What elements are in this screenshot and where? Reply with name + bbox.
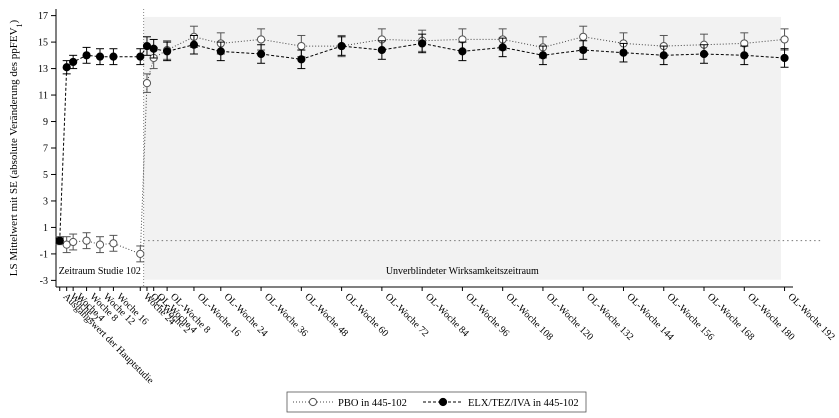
y-tick-label-7: 11 xyxy=(38,91,48,102)
point-1-14 xyxy=(337,41,346,51)
point-1-2 xyxy=(69,57,78,67)
point-1-0 xyxy=(55,236,64,245)
y-tick-label-3: 3 xyxy=(43,196,48,207)
point-1-13 xyxy=(297,55,306,64)
point-1-19 xyxy=(538,51,548,60)
point-0-2 xyxy=(69,237,78,247)
point-0-25 xyxy=(780,35,789,44)
point-0-4 xyxy=(95,240,105,249)
region-label-open-label: Unverblindeter Wirksamkeitszeitraum xyxy=(386,266,539,277)
point-0-6 xyxy=(136,249,145,259)
y-axis-title-sub: 1 xyxy=(15,23,24,27)
point-1-15 xyxy=(377,45,386,55)
point-1-24 xyxy=(740,51,749,60)
point-0-12 xyxy=(256,35,266,44)
legend-label-elx: ELX/TEZ/IVA in 445-102 xyxy=(468,398,579,409)
point-1-4 xyxy=(95,52,105,61)
legend-marker-pbo xyxy=(308,397,318,407)
legend-box xyxy=(286,391,587,413)
point-1-25 xyxy=(780,53,789,63)
y-tick-label-9: 15 xyxy=(38,38,48,49)
point-0-7 xyxy=(142,79,152,88)
point-1-8 xyxy=(149,44,158,53)
y-tick-label-0: -3 xyxy=(40,276,48,287)
point-0-20 xyxy=(579,32,588,41)
point-1-21 xyxy=(619,48,628,57)
point-1-3 xyxy=(82,51,91,60)
y-tick-label-4: 5 xyxy=(43,170,48,181)
point-1-6 xyxy=(136,52,145,61)
y-tick-label-2: 1 xyxy=(43,223,48,234)
point-1-22 xyxy=(659,51,668,60)
point-1-12 xyxy=(256,49,266,59)
point-1-23 xyxy=(699,49,709,59)
y-tick-label-8: 13 xyxy=(38,64,48,75)
y-axis-title: LS Mittelwert mit SE (absolute Veränderu… xyxy=(8,19,24,276)
series-1 xyxy=(55,33,789,245)
point-1-9 xyxy=(163,47,172,56)
y-axis-title-main: LS Mittelwert mit SE (absolute Veränderu… xyxy=(8,27,20,276)
point-0-3 xyxy=(82,236,91,245)
legend: PBO in 445-102 ELX/TEZ/IVA in 445-102 xyxy=(286,391,587,413)
y-tick-label-10: 17 xyxy=(38,11,48,22)
point-1-7 xyxy=(142,41,152,51)
point-1-11 xyxy=(216,47,225,56)
y-axis-title-end: ) xyxy=(8,19,20,23)
point-1-5 xyxy=(109,52,118,61)
point-0-5 xyxy=(109,239,118,248)
y-tick-label-5: 7 xyxy=(43,144,48,155)
point-1-18 xyxy=(498,43,507,52)
point-1-1 xyxy=(62,63,71,72)
region-label-study: Zeitraum Studie 102 xyxy=(59,266,141,277)
point-1-10 xyxy=(189,40,199,49)
legend-label-pbo: PBO in 445-102 xyxy=(338,398,407,409)
y-tick-label-1: -1 xyxy=(40,249,48,260)
legend-marker-elx xyxy=(438,397,448,407)
point-1-20 xyxy=(579,45,588,55)
point-1-17 xyxy=(458,47,467,56)
series-layer xyxy=(55,25,789,263)
point-0-13 xyxy=(297,41,306,51)
point-1-16 xyxy=(418,39,427,48)
y-tick-label-6: 9 xyxy=(43,117,48,128)
